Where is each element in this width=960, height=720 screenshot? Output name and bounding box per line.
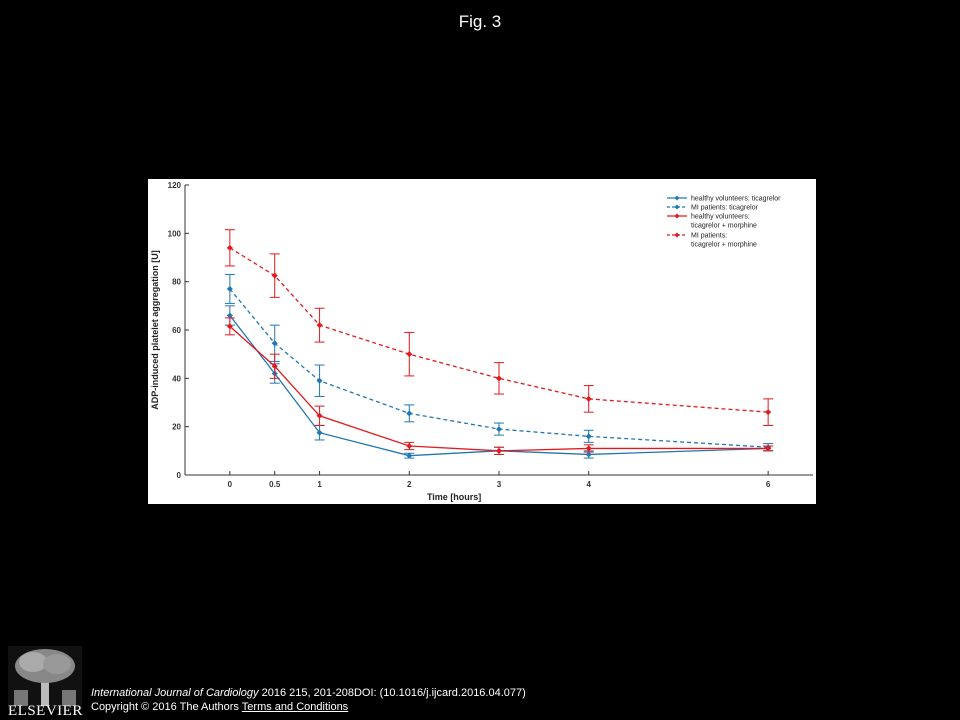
chart-panel: 0 20 40 60 80 100 120 0 0.5 1 2 3 4 6 Time [hours] ADP-…	[148, 179, 816, 504]
data-point	[316, 377, 323, 384]
data-point	[226, 285, 233, 292]
y-axis-title: ADP-induced platelet aggregation [U]	[150, 250, 160, 410]
data-point	[406, 452, 413, 459]
y-tick-label: 60	[172, 326, 181, 335]
x-tick-label: 0	[228, 480, 233, 489]
citation-block: International Journal of Cardiology 2016…	[91, 686, 526, 714]
y-tick-label: 0	[177, 471, 182, 480]
data-point	[765, 445, 772, 452]
data-point	[765, 409, 772, 416]
data-point	[406, 351, 413, 358]
copyright-line: Copyright © 2016 The Authors Terms and C…	[91, 700, 526, 714]
legend-label: ticagrelor + morphine	[691, 223, 757, 230]
data-point	[496, 447, 502, 454]
data-point	[585, 445, 592, 452]
citation-line: International Journal of Cardiology 2016…	[91, 686, 526, 700]
elsevier-wordmark: ELSEVIER	[8, 703, 83, 719]
legend: healthy volunteers: ticagrelor MI patient…	[667, 195, 781, 249]
series-3	[224, 229, 774, 426]
x-tick-label: 0.5	[269, 480, 281, 489]
legend-swatch-marker	[674, 204, 680, 210]
elsevier-tree-logo	[8, 646, 82, 710]
x-tick-label: 2	[407, 480, 412, 489]
legend-label: healthy volunteers:	[691, 214, 750, 221]
data-point	[316, 429, 323, 436]
y-tick-label: 40	[172, 374, 181, 383]
data-point	[496, 375, 502, 382]
terms-and-conditions-link[interactable]: Terms and Conditions	[241, 701, 349, 713]
y-tick-label: 20	[172, 423, 181, 432]
legend-swatch-marker	[674, 232, 680, 238]
data-point	[226, 312, 233, 319]
copyright-text: Copyright © 2016 The Authors	[91, 701, 239, 713]
data-point	[226, 244, 233, 251]
y-tick-label: 80	[172, 278, 181, 287]
x-tick-label: 1	[317, 480, 322, 489]
data-point	[226, 323, 233, 330]
x-axis-title: Time [hours]	[427, 492, 481, 502]
data-point	[271, 340, 278, 347]
legend-label: MI patients:	[691, 233, 727, 240]
line-chart: 0 20 40 60 80 100 120 0 0.5 1 2 3 4 6 Time [hours] ADP-…	[150, 181, 813, 502]
data-point	[406, 443, 413, 449]
citation-details: 2016 215, 201-208DOI: (10.1016/j.ijcard.…	[258, 687, 526, 699]
data-point	[316, 412, 323, 419]
data-point	[496, 426, 502, 433]
data-point	[585, 395, 592, 402]
data-point	[585, 451, 592, 458]
data-point	[271, 363, 278, 370]
data-point	[271, 272, 278, 279]
series-2	[224, 317, 774, 455]
figure-title: Fig. 3	[458, 12, 502, 31]
legend-swatch-marker	[674, 195, 680, 201]
legend-label: ticagrelor + morphine	[691, 242, 757, 249]
data-point	[316, 322, 323, 329]
x-tick-label: 3	[497, 480, 502, 489]
legend-swatch-marker	[674, 213, 680, 219]
data-point	[406, 410, 413, 417]
x-tick-label: 4	[586, 480, 591, 489]
y-tick-label: 100	[168, 229, 182, 238]
legend-label: MI patients: ticagrelor	[691, 205, 759, 212]
journal-name: International Journal of Cardiology	[91, 687, 259, 699]
data-point	[585, 433, 592, 440]
legend-label: healthy volunteers: ticagrelor	[691, 196, 781, 203]
y-tick-label: 120	[168, 181, 182, 190]
x-tick-label: 6	[766, 480, 771, 489]
